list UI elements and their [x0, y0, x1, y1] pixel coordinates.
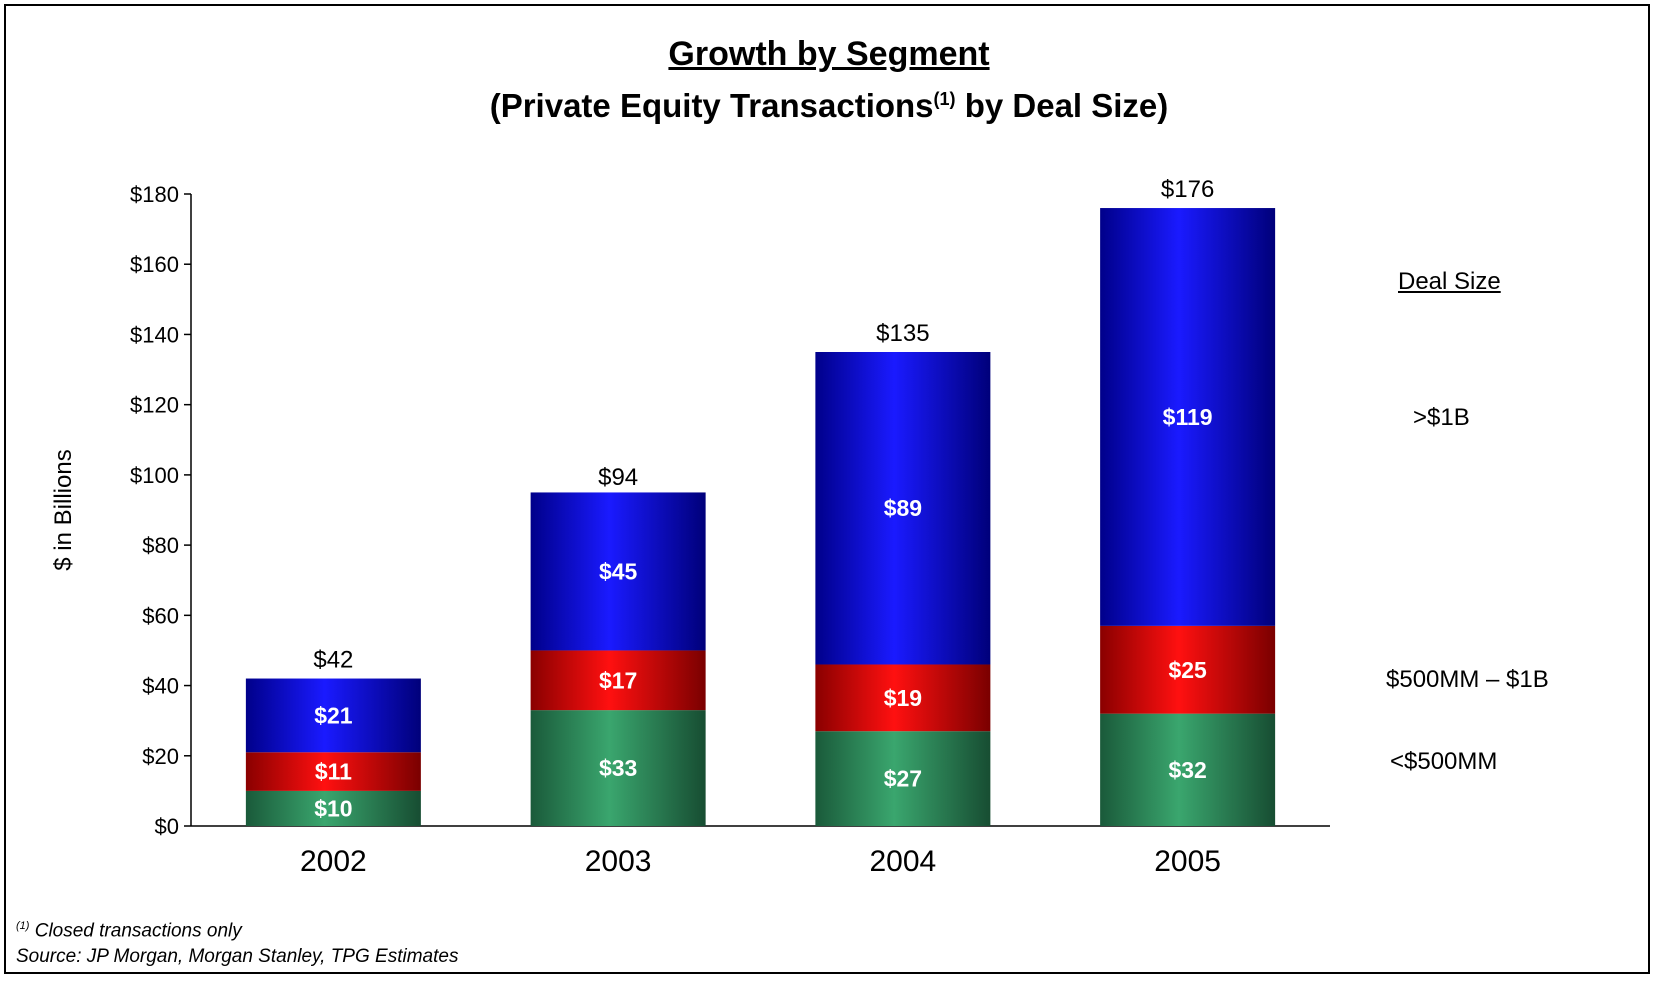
y-tick-label: $80 [142, 533, 179, 558]
legend-item-500mm-1b: $500MM – $1B [1386, 666, 1549, 693]
segment-value-label: $17 [599, 667, 637, 693]
y-tick-label: $60 [142, 603, 179, 628]
x-tick-label: 2002 [300, 845, 367, 878]
bar-segment-500mm-1b [1100, 625, 1276, 714]
bar-segment-500mm-1b [245, 752, 421, 791]
x-tick-label: 2005 [1154, 845, 1221, 878]
bar-segment-500mm-1b [530, 650, 706, 711]
y-tick-label: $40 [142, 674, 179, 699]
segment-value-label: $32 [1168, 757, 1206, 783]
footnote-marker: (1) [16, 920, 30, 932]
bar-segment-under-500mm [530, 710, 706, 826]
legend-title: Deal Size [1398, 268, 1501, 295]
axes: $0 $20 $40 $60 $80 $100 $120 $140 $160 $180 $ in B… [50, 182, 1330, 839]
bars [245, 208, 1276, 826]
bar-segment-over-1b [815, 352, 991, 665]
segment-value-label: $33 [599, 755, 637, 781]
x-tick-label: 2003 [585, 845, 652, 878]
segment-value-label: $10 [314, 795, 352, 821]
title-line-1: Growth by Segment [668, 35, 990, 73]
y-tick-label: $0 [155, 814, 179, 839]
segment-value-label: $19 [884, 685, 922, 711]
title-line-2-text: (Private Equity Transactions [489, 87, 934, 124]
bar-segment-over-1b [1100, 208, 1276, 626]
title-line-2-end: by Deal Size) [955, 87, 1169, 124]
chart-title: Growth by Segment (Private Equity Transa… [6, 32, 1652, 129]
total-value-label: $42 [313, 647, 353, 674]
source-note: Source: JP Morgan, Morgan Stanley, TPG E… [16, 946, 459, 967]
segment-value-label: $27 [884, 766, 922, 792]
y-tick-label: $160 [130, 252, 179, 277]
title-footnote-marker: (1) [933, 89, 956, 109]
y-tick-label: $180 [130, 182, 179, 207]
segment-value-label: $45 [599, 558, 638, 584]
total-value-label: $135 [876, 320, 929, 347]
legend-item-over-1b: >$1B [1413, 404, 1470, 431]
y-tick-label: $140 [130, 322, 179, 347]
segment-value-label: $119 [1163, 404, 1213, 430]
segment-value-label: $89 [884, 495, 922, 521]
y-tick-label: $100 [130, 463, 179, 488]
segment-value-label: $21 [314, 702, 353, 728]
bar-segment-500mm-1b [815, 664, 991, 732]
total-value-label: $176 [1161, 176, 1214, 203]
x-tick-label: 2004 [870, 845, 937, 878]
bar-segment-under-500mm [245, 790, 421, 826]
data-labels: $10 $11 $21 $42 2002 $33 $17 $45 $94 2003 $27 $19 $8… [300, 176, 1221, 878]
bar-segment-over-1b [530, 492, 706, 651]
bar-segment-under-500mm [815, 731, 991, 826]
segment-value-label: $11 [315, 759, 352, 785]
total-value-label: $94 [598, 464, 638, 491]
title-line-2: (Private Equity Transactions(1) by Deal … [6, 76, 1652, 129]
y-axis-label: $ in Billions [50, 449, 77, 570]
segment-value-label: $25 [1168, 657, 1207, 683]
bar-segment-under-500mm [1100, 713, 1276, 826]
bar-segment-over-1b [245, 678, 421, 753]
y-tick-label: $20 [142, 744, 179, 769]
footnote: (1) Closed transactions only [16, 920, 242, 942]
legend-item-under-500mm: <$500MM [1390, 748, 1498, 775]
y-tick-label: $120 [130, 393, 179, 418]
footnote-text: Closed transactions only [29, 920, 242, 942]
